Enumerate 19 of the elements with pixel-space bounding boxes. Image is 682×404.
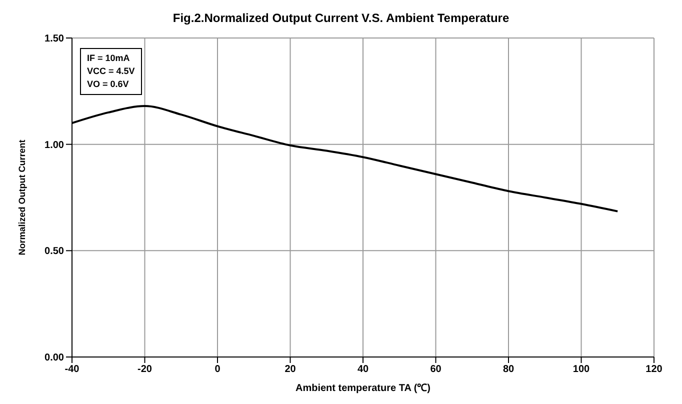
x-axis-title: Ambient temperature TA (℃) <box>295 383 431 394</box>
x-tick-label: 40 <box>357 364 369 376</box>
x-tick-label: 100 <box>572 364 590 376</box>
annotation: VCC = 4.5V <box>87 65 135 78</box>
annotation: VO = 0.6V <box>87 78 130 91</box>
x-tick-label: 60 <box>430 364 442 376</box>
y-axis-title: Normalized Output Current <box>17 140 28 256</box>
chart-title: Fig.2.Normalized Output Current V.S. Ambient Temperature <box>172 10 510 27</box>
y-tick-label: 0.00 <box>44 352 64 364</box>
x-tick-label: -20 <box>138 364 152 376</box>
y-tick-label: 1.50 <box>44 34 64 45</box>
x-tick-label: 80 <box>502 364 514 376</box>
x-tick-label: -40 <box>64 364 80 376</box>
y-tick-label: 1.00 <box>44 140 64 151</box>
annotation: IF = 10mA <box>87 52 131 65</box>
y-tick-label: 0.50 <box>44 246 64 258</box>
x-tick-label: 120 <box>646 364 663 376</box>
x-tick-label: 20 <box>284 364 296 376</box>
x-tick-label: 0 <box>214 364 221 376</box>
